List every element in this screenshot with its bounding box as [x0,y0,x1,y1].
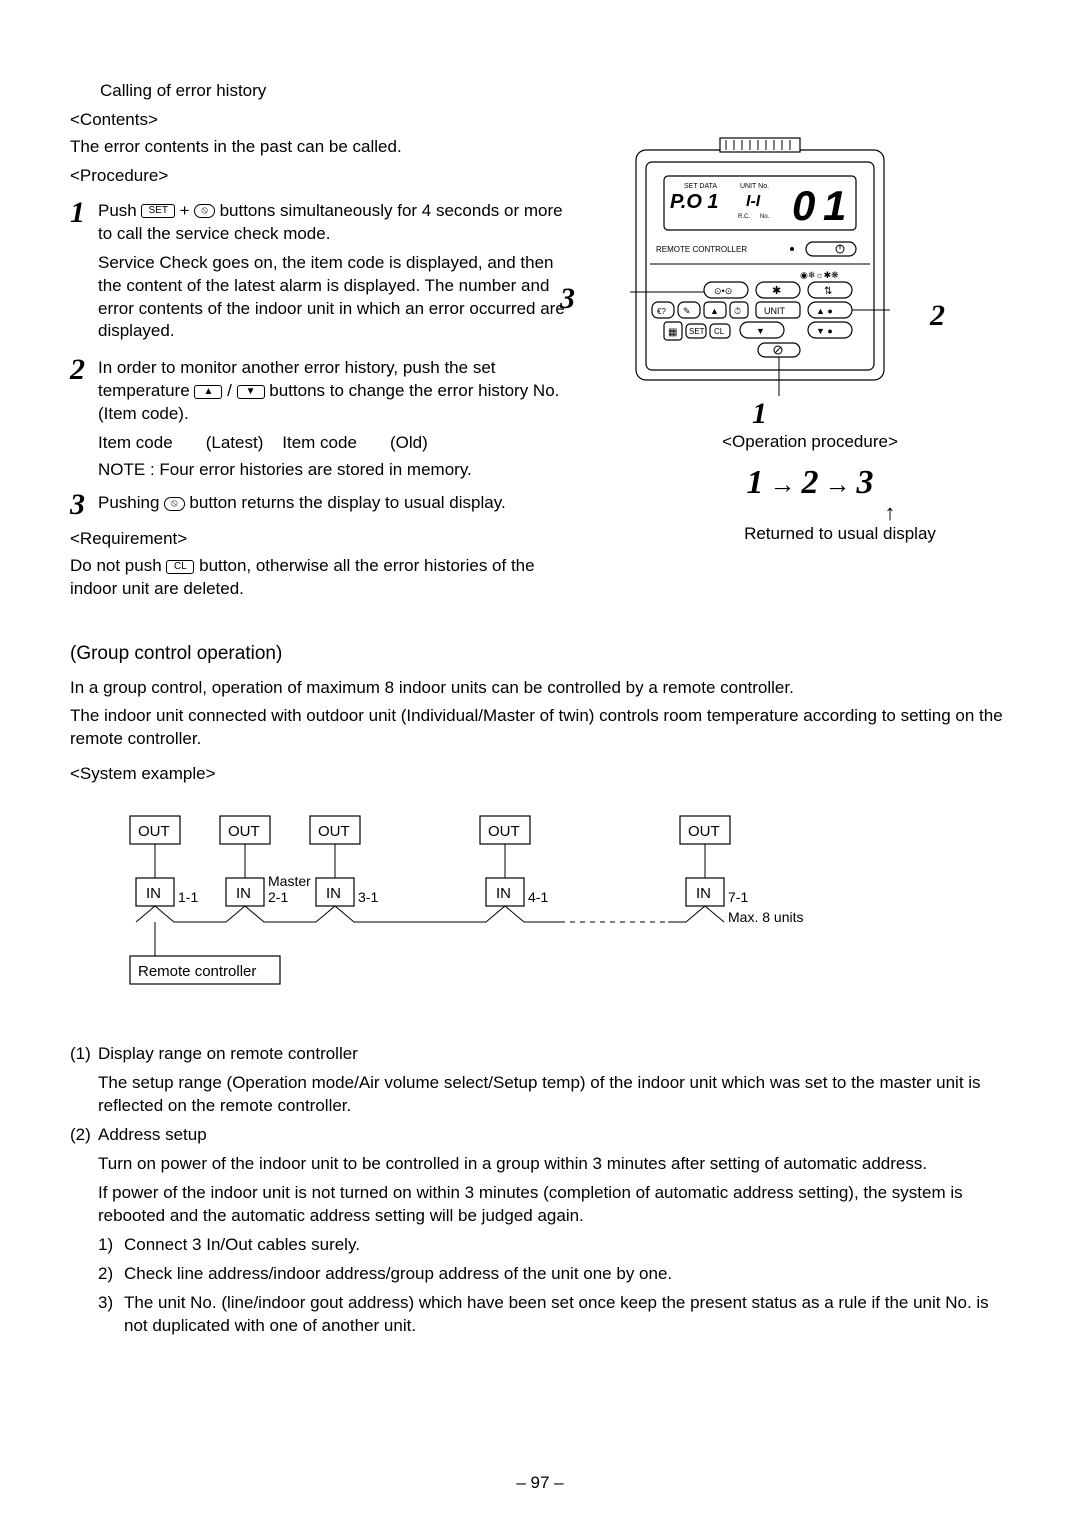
svg-text:⇅: ⇅ [824,286,832,297]
group-p1: In a group control, operation of maximum… [70,677,1010,700]
svg-text:€?: €? [657,307,666,316]
procedure-label: <Procedure> [70,165,570,188]
svg-text:2-1: 2-1 [268,889,288,905]
up-small-icon: ▲ [194,385,222,399]
lcd-no-label: No. [760,214,770,220]
step-number: 3 [70,490,98,520]
callout-3: 3 [560,279,575,320]
svg-text:OUT: OUT [688,823,720,840]
remote-title: REMOTE CONTROLLER [656,245,747,254]
list-body: Turn on power of the indoor unit to be c… [98,1153,1010,1176]
list-body: The setup range (Operation mode/Air volu… [98,1072,1010,1118]
list-title: Address setup [98,1124,1010,1147]
svg-text:IN: IN [236,885,251,902]
svg-text:OUT: OUT [228,823,260,840]
svg-text:⊙•⊙: ⊙•⊙ [714,286,732,296]
svg-text:▲: ▲ [710,306,719,316]
svg-text:Remote controller: Remote controller [138,963,256,980]
requirement-label: <Requirement> [70,528,570,551]
step2-note: NOTE : Four error histories are stored i… [98,459,570,482]
svg-text:▲ ●: ▲ ● [816,306,833,316]
sublist-num: 3) [98,1292,124,1338]
svg-text:▼ ●: ▼ ● [816,326,833,336]
svg-text:3-1: 3-1 [358,889,378,905]
step1-line1: Push SET + ⦸ buttons simultaneously for … [98,200,570,246]
contents-label: <Contents> [70,109,1010,132]
topic-title: Calling of error history [100,80,1010,103]
list-body: If power of the indoor unit is not turne… [98,1182,1010,1228]
step-number: 1 [70,198,98,228]
lcd-unit-no-value: I-I [746,193,761,210]
set-button-label: SET [689,327,705,336]
requirement-text: Do not push CL button, otherwise all the… [70,555,570,601]
step2-row: Item code (Latest) Item code (Old) [98,432,570,455]
svg-text:OUT: OUT [488,823,520,840]
return-arrow-icon: ↑ [770,506,1010,519]
test-small-icon: ⦸ [194,204,215,218]
svg-text:✱: ✱ [772,285,781,297]
list-num: (1) [70,1043,98,1066]
cl-button-label: CL [714,327,725,336]
unit-button-label: UNIT [764,306,785,316]
lcd-set-data-label: SET DATA [684,183,717,190]
cl-small-icon: CL [166,560,194,574]
svg-text:IN: IN [326,885,341,902]
svg-text:1-1: 1-1 [178,889,198,905]
svg-text:OUT: OUT [318,823,350,840]
contents-text: The error contents in the past can be ca… [70,136,570,159]
step1-para2: Service Check goes on, the item code is … [98,252,570,344]
set-small-icon: SET [141,204,174,218]
svg-text:4-1: 4-1 [528,889,548,905]
op-proc-title: <Operation procedure> [610,431,1010,454]
sublist-num: 2) [98,1263,124,1286]
list-title: Display range on remote controller [98,1043,1010,1066]
sublist-text: The unit No. (line/indoor gout address) … [124,1292,1010,1338]
step2-line1: In order to monitor another error histor… [98,357,570,426]
lcd-set-data-value: P.O 1 [670,191,719,213]
sublist-num: 1) [98,1234,124,1257]
svg-text:◉❄☼✱❋: ◉❄☼✱❋ [800,270,839,280]
system-diagram: OUT OUT OUT OUT OUT IN IN IN IN IN 1-1 [120,806,1010,1003]
svg-text:7-1: 7-1 [728,889,748,905]
system-example-label: <System example> [70,763,1010,786]
list-num: (2) [70,1124,98,1147]
svg-text:▦: ▦ [668,327,677,338]
remote-controller-figure: SET DATA P.O 1 UNIT No. I-I R.C. No. 0 1… [630,136,890,396]
group-p2: The indoor unit connected with outdoor u… [70,705,1010,751]
page-number: – 97 – [0,1472,1080,1495]
step3-line1: Pushing ⦸ button returns the display to … [98,492,570,515]
callout-1: 1 [752,394,767,435]
svg-text:▼: ▼ [756,326,765,336]
svg-text:OUT: OUT [138,823,170,840]
step-number: 2 [70,355,98,385]
svg-text:✎: ✎ [683,306,691,316]
callout-2: 2 [930,296,945,337]
svg-text:IN: IN [146,885,161,902]
svg-text:⏱: ⏱ [734,306,741,316]
return-caption: Returned to usual display [670,523,1010,546]
lcd-rc-label: R.C. [738,214,750,220]
down-small-icon: ▼ [237,385,265,399]
group-control-title: (Group control operation) [70,641,1010,667]
sublist-text: Connect 3 In/Out cables surely. [124,1234,1010,1257]
lcd-big-digit: 0 1 [792,182,845,229]
svg-text:IN: IN [496,885,511,902]
svg-text:IN: IN [696,885,711,902]
op-flow: 1→2→3 [610,460,1010,506]
test-small-icon: ⦸ [164,497,185,511]
sublist-text: Check line address/indoor address/group … [124,1263,1010,1286]
svg-text:Max. 8 units: Max. 8 units [728,909,803,925]
lcd-unit-no-label: UNIT No. [740,183,769,190]
svg-text:Master: Master [268,873,311,889]
